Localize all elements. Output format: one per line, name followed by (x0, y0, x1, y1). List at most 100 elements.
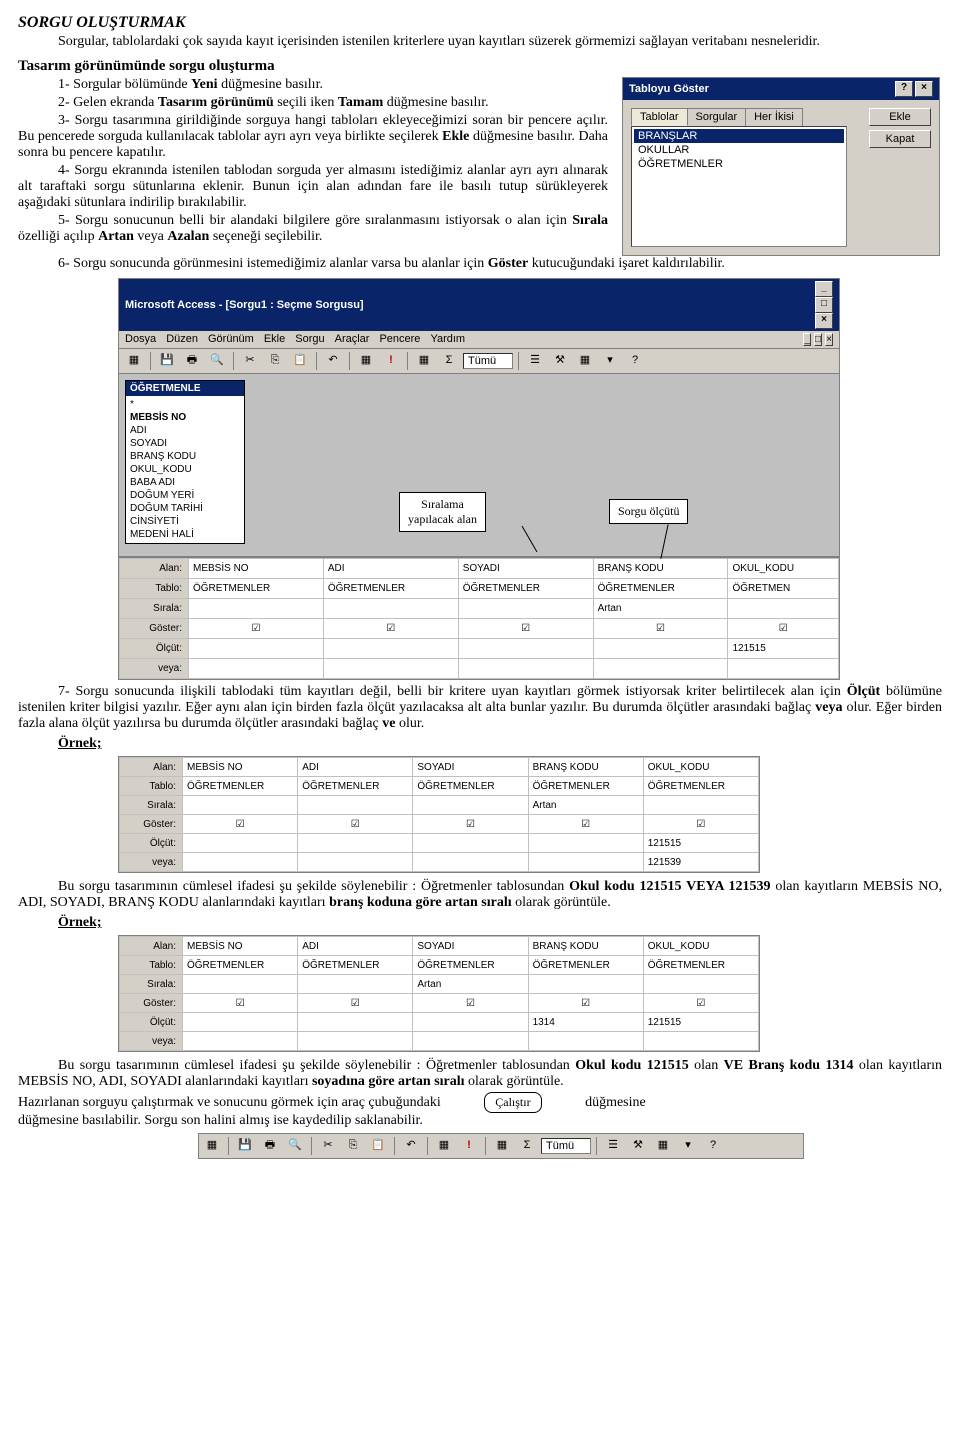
copy-icon[interactable]: ⎘ (264, 351, 286, 371)
grid-cell[interactable] (413, 834, 528, 853)
save-icon[interactable]: 💾 (234, 1136, 256, 1156)
grid-cell[interactable] (413, 1013, 528, 1032)
properties-icon[interactable]: ☰ (524, 351, 546, 371)
querytype-icon[interactable]: ▦ (355, 351, 377, 371)
menu-item[interactable]: Sorgu (295, 333, 324, 346)
topvalues-combo[interactable]: Tümü (463, 353, 513, 369)
cut-icon[interactable]: ✂ (239, 351, 261, 371)
grid-cell[interactable]: ÖĞRETMENLER (183, 956, 298, 975)
field-item[interactable]: BRANŞ KODU (130, 450, 240, 463)
dbwindow-icon[interactable]: ▦ (652, 1136, 674, 1156)
add-button[interactable]: Ekle (869, 108, 931, 126)
grid-cell[interactable]: ÖĞRETMENLER (528, 777, 643, 796)
print-icon[interactable]: 🖶 (259, 1136, 281, 1156)
table-pane[interactable]: ÖĞRETMENLE * MEBSİS NO ADI SOYADI BRANŞ … (119, 374, 839, 557)
grid-checkbox[interactable]: ☑ (728, 619, 839, 639)
grid-cell[interactable]: SOYADI (413, 937, 528, 956)
grid-cell[interactable] (323, 659, 458, 679)
grid-checkbox[interactable]: ☑ (183, 815, 298, 834)
access-menubar[interactable]: Dosya Düzen Görünüm Ekle Sorgu Araçlar P… (119, 331, 839, 349)
view-icon[interactable]: ▦ (123, 351, 145, 371)
grid-cell[interactable]: Artan (528, 796, 643, 815)
design-grid[interactable]: Alan: MEBSİS NO ADI SOYADI BRANŞ KODU OK… (119, 557, 839, 679)
grid-checkbox[interactable]: ☑ (643, 994, 758, 1013)
list-item[interactable]: BRANŞLAR (634, 129, 844, 143)
grid-cell[interactable] (643, 975, 758, 994)
grid-cell[interactable]: 121539 (643, 853, 758, 872)
child-close-button[interactable]: × (825, 333, 833, 346)
grid-cell[interactable] (458, 639, 593, 659)
grid-cell[interactable] (458, 599, 593, 619)
grid-checkbox[interactable]: ☑ (183, 994, 298, 1013)
grid-cell[interactable] (183, 796, 298, 815)
field-item[interactable]: MEBSİS NO (130, 411, 240, 424)
grid-cell[interactable] (643, 1032, 758, 1051)
build-icon[interactable]: ⚒ (627, 1136, 649, 1156)
grid-cell[interactable] (298, 1032, 413, 1051)
grid-cell[interactable]: ADI (323, 559, 458, 579)
child-restore-button[interactable]: □ (814, 333, 822, 346)
grid-cell[interactable] (593, 659, 728, 679)
field-item[interactable]: MEDENİ HALİ (130, 528, 240, 541)
grid-cell[interactable] (298, 1013, 413, 1032)
grid-cell[interactable]: ÖĞRETMENLER (189, 579, 324, 599)
grid-cell[interactable]: ÖĞRETMENLER (413, 777, 528, 796)
copy-icon[interactable]: ⎘ (342, 1136, 364, 1156)
list-item[interactable]: OKULLAR (634, 143, 844, 157)
menu-item[interactable]: Yardım (430, 333, 465, 346)
tab-tables[interactable]: Tablolar (631, 108, 688, 126)
grid-cell[interactable]: 121515 (643, 834, 758, 853)
grid-cell[interactable]: ÖĞRETMENLER (593, 579, 728, 599)
grid-cell[interactable] (413, 1032, 528, 1051)
help-icon[interactable]: ? (624, 351, 646, 371)
grid-cell[interactable]: OKUL_KODU (728, 559, 839, 579)
grid-cell[interactable] (298, 796, 413, 815)
grid-cell[interactable] (189, 639, 324, 659)
grid-cell[interactable]: OKUL_KODU (643, 758, 758, 777)
grid-cell[interactable] (528, 975, 643, 994)
grid-cell[interactable]: ADI (298, 937, 413, 956)
grid-cell[interactable]: ÖĞRETMENLER (298, 777, 413, 796)
access-toolbar[interactable]: ▦ 💾 🖶 🔍 ✂ ⎘ 📋 ↶ ▦ ! ▦ Σ Tümü ☰ ⚒ ▦ ▾ ? (119, 349, 839, 374)
menu-item[interactable]: Pencere (379, 333, 420, 346)
print-icon[interactable]: 🖶 (181, 351, 203, 371)
grid-cell[interactable]: SOYADI (458, 559, 593, 579)
grid-checkbox[interactable]: ☑ (298, 815, 413, 834)
showtable-icon[interactable]: ▦ (491, 1136, 513, 1156)
dialog-titlebar[interactable]: Tabloyu Göster ? × (623, 78, 939, 100)
newobject-icon[interactable]: ▾ (677, 1136, 699, 1156)
grid-cell[interactable] (298, 834, 413, 853)
totals-icon[interactable]: Σ (438, 351, 460, 371)
child-minimize-button[interactable]: _ (803, 333, 811, 346)
access-titlebar[interactable]: Microsoft Access - [Sorgu1 : Seçme Sorgu… (119, 279, 839, 331)
showtable-icon[interactable]: ▦ (413, 351, 435, 371)
cut-icon[interactable]: ✂ (317, 1136, 339, 1156)
grid-cell[interactable]: ÖĞRETMENLER (298, 956, 413, 975)
grid-cell[interactable] (593, 639, 728, 659)
grid-cell[interactable] (183, 834, 298, 853)
grid-cell[interactable]: 121515 (728, 639, 839, 659)
grid-cell[interactable]: SOYADI (413, 758, 528, 777)
grid-checkbox[interactable]: ☑ (458, 619, 593, 639)
run-icon[interactable]: ! (458, 1136, 480, 1156)
grid-cell[interactable] (728, 659, 839, 679)
undo-icon[interactable]: ↶ (400, 1136, 422, 1156)
field-list[interactable]: ÖĞRETMENLE * MEBSİS NO ADI SOYADI BRANŞ … (125, 380, 245, 544)
field-item[interactable]: CİNSİYETİ (130, 515, 240, 528)
paste-icon[interactable]: 📋 (367, 1136, 389, 1156)
grid-cell[interactable] (298, 853, 413, 872)
grid-cell[interactable]: Artan (413, 975, 528, 994)
grid-checkbox[interactable]: ☑ (413, 994, 528, 1013)
grid-cell[interactable]: ÖĞRETMENLER (643, 956, 758, 975)
totals-icon[interactable]: Σ (516, 1136, 538, 1156)
grid-cell[interactable] (528, 853, 643, 872)
preview-icon[interactable]: 🔍 (206, 351, 228, 371)
grid-cell[interactable]: ÖĞRETMENLER (528, 956, 643, 975)
grid-checkbox[interactable]: ☑ (593, 619, 728, 639)
topvalues-combo[interactable]: Tümü (541, 1138, 591, 1154)
grid-cell[interactable]: BRANŞ KODU (528, 937, 643, 956)
grid-checkbox[interactable]: ☑ (643, 815, 758, 834)
save-icon[interactable]: 💾 (156, 351, 178, 371)
properties-icon[interactable]: ☰ (602, 1136, 624, 1156)
grid-cell[interactable]: 1314 (528, 1013, 643, 1032)
